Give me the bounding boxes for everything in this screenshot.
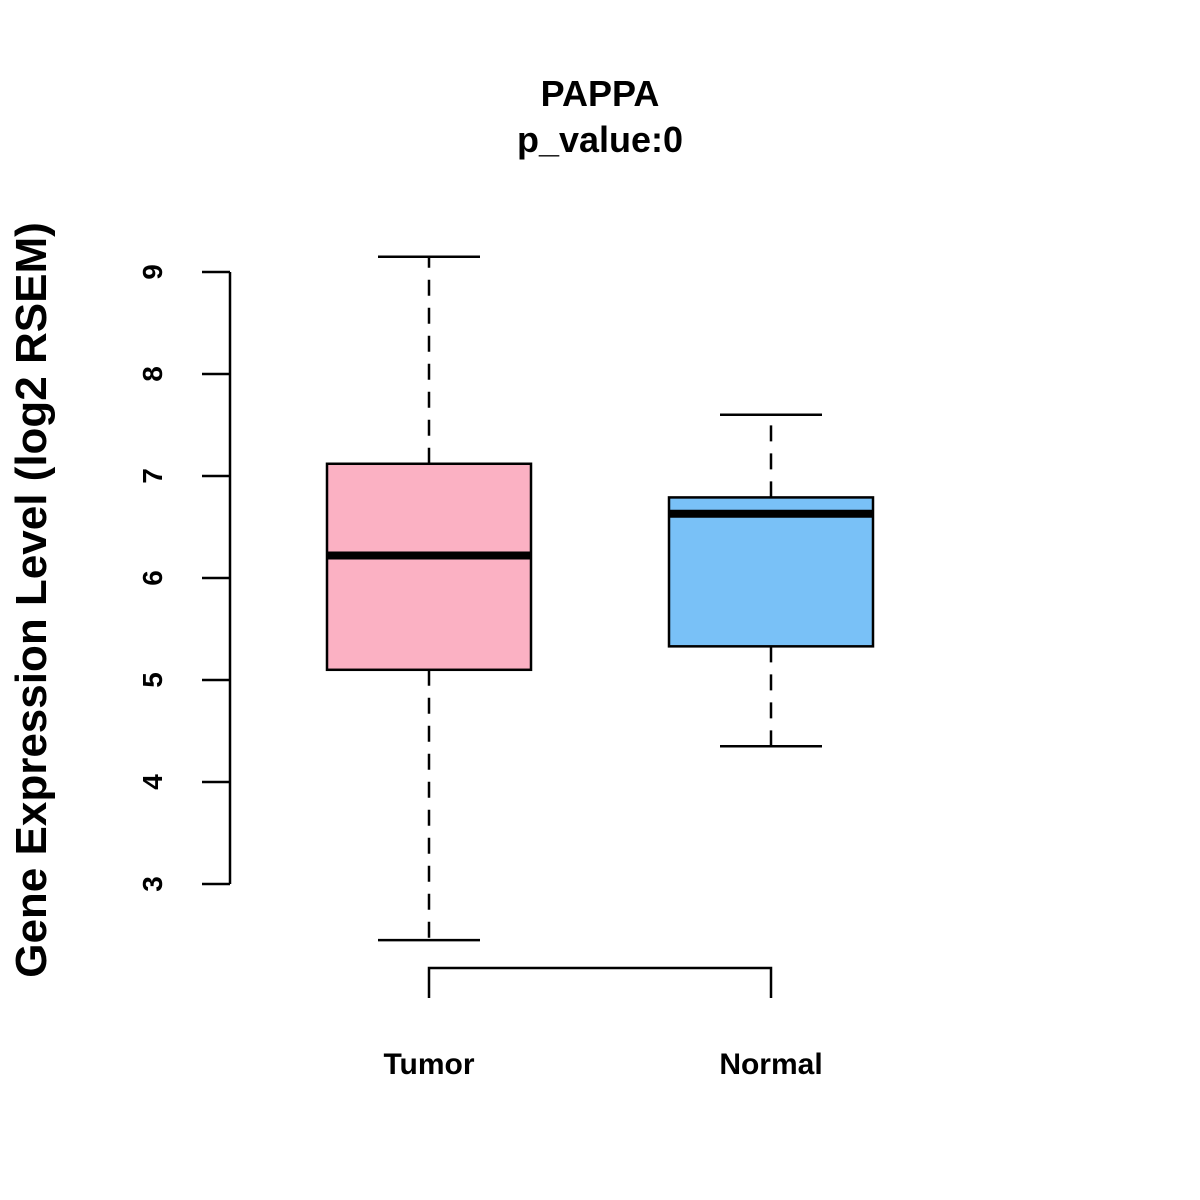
- bracket-line: [427, 966, 773, 998]
- y-tick-label-5: 5: [137, 672, 168, 688]
- x-axis-labels: Tumor Normal: [383, 1048, 822, 1081]
- y-tick-label-8: 8: [137, 366, 168, 382]
- y-axis-label: Gene Expression Level (log2 RSEM): [7, 222, 56, 978]
- y-tick-label-7: 7: [137, 468, 168, 484]
- iqr-box: [667, 496, 875, 648]
- y-tick-label-3: 3: [137, 876, 168, 892]
- box-normal: [667, 413, 875, 748]
- boxes-group: [325, 255, 875, 942]
- x-label-tumor: Tumor: [383, 1048, 474, 1081]
- comparison-bracket: [427, 966, 773, 998]
- y-tick-label-4: 4: [137, 774, 168, 790]
- iqr-box: [325, 462, 533, 672]
- chart-title: PAPPA: [541, 73, 660, 114]
- y-tick-label-9: 9: [137, 264, 168, 280]
- chart-subtitle: p_value:0: [517, 119, 683, 160]
- x-label-normal: Normal: [719, 1048, 822, 1081]
- box-tumor: [325, 255, 533, 942]
- y-axis: 3 4 5 6 7 8 9: [137, 264, 232, 892]
- y-tick-label-6: 6: [137, 570, 168, 586]
